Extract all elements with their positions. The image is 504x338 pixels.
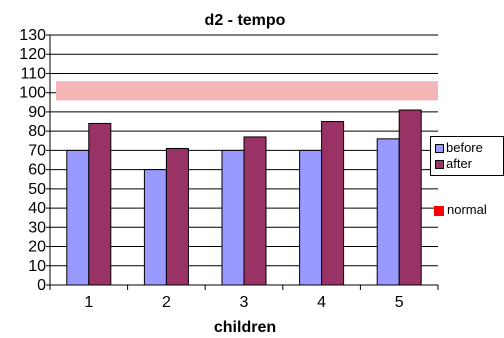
normal-legend-swatch: [434, 205, 444, 216]
bars: [66, 109, 422, 286]
y-tick-label: 10: [28, 258, 46, 275]
normal-legend: normal: [434, 203, 487, 217]
legend-item-before: before: [435, 141, 483, 155]
y-tick-label: 110: [20, 65, 46, 82]
x-tick-label: 1: [84, 294, 93, 311]
y-tick-label: 80: [28, 123, 46, 140]
y-tick-label: 40: [28, 200, 46, 217]
bar-before-1: [66, 149, 90, 286]
x-tick-labels: 1 2 3 4 5: [84, 294, 403, 311]
y-tick-label: 20: [28, 239, 46, 256]
x-tick-label: 5: [395, 294, 404, 311]
y-tick-label: 30: [28, 219, 46, 236]
bar-after-3: [243, 136, 267, 286]
y-tick-label: 120: [19, 46, 46, 63]
x-tick-label: 3: [240, 294, 249, 311]
y-tick-label: 0: [37, 277, 46, 294]
legend-label-before: before: [446, 140, 483, 155]
legend: before after: [430, 136, 504, 176]
x-tick-label: 2: [162, 294, 171, 311]
y-tick-label: 90: [28, 104, 46, 121]
bar-before-4: [299, 149, 323, 286]
bar-before-3: [221, 149, 245, 286]
normal-range-band: [56, 81, 438, 101]
bar-after-2: [165, 147, 189, 286]
legend-swatch-before: [435, 144, 444, 154]
legend-label-after: after: [446, 156, 473, 171]
normal-legend-label: normal: [447, 202, 487, 217]
chart-title: d2 - tempo: [205, 12, 286, 29]
y-tick-label: 100: [19, 85, 46, 102]
bar-before-2: [143, 169, 167, 286]
y-tick-labels: 0 10 20 30 40 50 60 70 80 90 100 110 120 130: [19, 27, 46, 294]
y-tick-label: 70: [28, 142, 46, 159]
legend-item-after: after: [435, 157, 472, 171]
y-tick-label: 130: [19, 27, 46, 44]
y-tick-label: 50: [28, 181, 46, 198]
axes: [46, 34, 439, 290]
bar-after-4: [321, 121, 345, 286]
bar-after-1: [88, 122, 112, 286]
legend-swatch-after: [435, 160, 444, 170]
x-axis-label: children: [214, 319, 276, 336]
bar-after-5: [398, 109, 422, 286]
y-tick-label: 60: [28, 162, 46, 179]
bar-before-5: [376, 138, 400, 286]
x-tick-label: 4: [317, 294, 326, 311]
